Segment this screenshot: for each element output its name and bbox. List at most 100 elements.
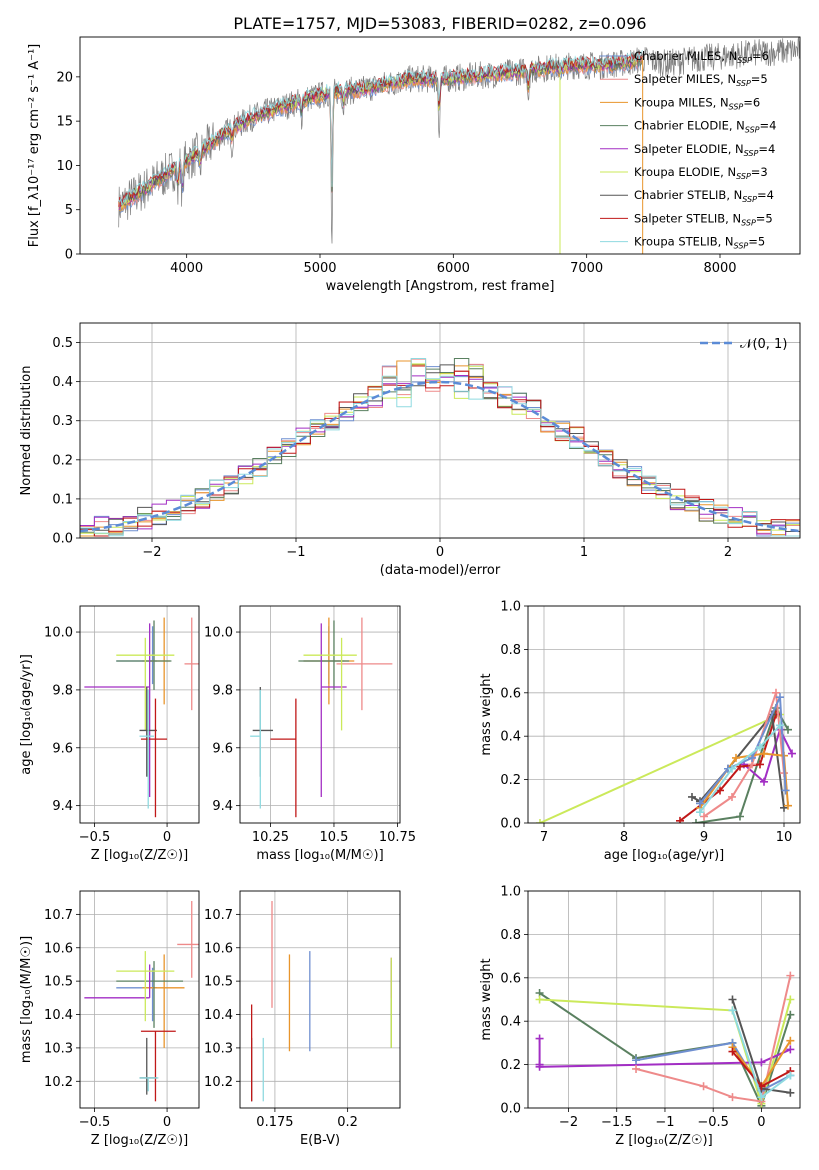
y-tick-label: 10.4 [44,1008,73,1023]
spectrum-panel: 4000 5000 6000 7000 8000 0 5 10 15 20 wavelength [… [27,36,801,294]
axes-frame [239,605,401,824]
legend-label-sub: SSP [736,79,751,88]
weight-marker-chabrier-miles [781,786,790,795]
legend-label-text: Chabrier ELODIE, N [634,119,745,133]
x-axis-label: Z [log₁₀(Z/Z☉)] [91,1133,188,1148]
weight-marker-salpeter-miles [772,688,780,697]
x-tick-label: 0 [163,830,171,845]
legend-label-tail: =4 [757,188,774,202]
x-axis-label: mass [log₁₀(M/M☉)] [256,848,383,863]
y-tick-label: 5 [65,203,73,218]
y-tick-label: 10.4 [204,1008,233,1023]
plot-area [84,617,199,818]
x-tick-label: −1 [655,1115,674,1130]
x-tick-label: 0 [163,1115,171,1130]
y-axis-label: age [log₁₀(age/yr)] [19,654,34,775]
weight-marker-salpeter-miles [632,1064,641,1073]
y-tick-label: 9.4 [52,799,73,814]
legend-label: 𝒩(0, 1) [740,337,787,352]
axes-frame [79,36,801,255]
y-tick-label: 0.5 [52,336,73,351]
y-tick-label: 1.0 [500,885,521,900]
figure-title: PLATE=1757, MJD=53083, FIBERID=0282, z=0… [233,14,646,33]
y-tick-label: 10.6 [204,941,233,956]
weight-vs-z-panel: −2 −1.5 −1 −0.5 0 0.0 0.2 0.4 0.6 0.8 1.0 Z [log₁₀(… [479,885,801,1148]
x-tick-label: 6000 [437,261,470,276]
observed-spectrum-line [118,37,800,244]
x-axis-label: E(B-V) [300,1133,340,1148]
y-axis-label: mass weight [479,673,494,755]
weight-marker-kroupa-stelib [776,721,784,730]
x-tick-label: 10 [776,830,793,845]
y-tick-label: 0.3 [52,414,73,429]
plot-area [84,901,199,1102]
mass-vs-ebv-panel: 0.175 0.2 10.2 10.3 10.4 10.5 10.6 10.7 E(B-V) [204,890,401,1148]
age-vs-mass-panel: 10.25 10.5 10.75 9.4 9.6 9.8 10.0 mass [log₁₀(M… [204,605,416,863]
weight-marker-kroupa-stelib [728,1006,737,1015]
weight-marker-salpeter-miles [728,792,736,801]
y-tick-label: 9.6 [52,741,73,756]
legend-label-sub: SSP [737,56,752,65]
y-tick-label: 10.2 [204,1075,233,1090]
x-tick-label: 0.2 [337,1115,358,1130]
y-axis-label: Normed distribution [19,366,34,496]
legend-label-tail: =5 [756,211,773,225]
weight-marker-kroupa-elodie [535,995,544,1004]
y-tick-label: 10.6 [44,941,73,956]
histogram-step-kroupa-stelib [80,358,800,538]
axes-frame [79,890,200,1109]
x-tick-label: −2 [559,1115,578,1130]
weight-marker-chabrier-miles [632,1056,641,1065]
y-tick-label: 0.2 [500,1058,521,1073]
legend-label-text: Chabrier STELIB, N [634,188,742,202]
x-tick-label: −0.5 [697,1115,729,1130]
legend-label: Salpeter MILES, NSSP=5 [634,72,768,88]
legend-label-sub: SSP [745,126,760,135]
x-tick-label: 9 [700,830,708,845]
weight-marker-chabrier-stelib [786,1088,795,1097]
residual-histogram-panel: −2 −1 0 1 2 0.0 0.1 0.2 0.3 0.4 0.5 (data-model)/er… [19,322,801,578]
legend-label: Chabrier STELIB, NSSP=4 [634,188,774,204]
legend-label-sub: SSP [729,102,744,111]
y-tick-label: 10.0 [204,626,233,641]
legend-label-tail: =6 [752,49,769,63]
weight-marker-salpeter-miles [786,971,795,980]
weight-marker-salpeter-stelib [728,1047,737,1056]
weight-marker-salpeter-elodie [535,1034,544,1043]
y-tick-label: 0.1 [52,492,73,507]
weight-marker-salpeter-elodie [757,1058,766,1067]
legend-label-sub: SSP [736,172,751,181]
legend-label: Salpeter STELIB, NSSP=5 [634,211,773,227]
weight-marker-salpeter-elodie [786,1045,795,1054]
weight-marker-salpeter-stelib [756,760,764,769]
y-tick-label: 10.5 [44,975,73,990]
x-tick-label: 10.5 [319,830,348,845]
x-tick-label: 8 [620,830,628,845]
y-tick-label: 0.4 [500,730,521,745]
weight-marker-chabrier-stelib [688,792,696,801]
legend-label-tail: =4 [760,119,777,133]
model-spectrum-salpeter-elodie [118,55,643,210]
axes-frame [527,605,801,824]
model-spectrum-chabrier-elodie [118,55,643,209]
legend-label: Salpeter ELODIE, NSSP=4 [634,142,775,158]
x-axis-label: age [log₁₀(age/yr)] [604,848,725,863]
x-axis-label: Z [log₁₀(Z/Z☉)] [91,848,188,863]
weight-line-kroupa-stelib [699,724,781,813]
y-tick-label: 10.7 [44,908,73,923]
axes-frame [79,322,801,539]
weight-marker-salpeter-stelib [716,786,724,795]
normal-distribution-curve [80,380,800,533]
legend-label-text: Kroupa MILES, N [634,95,729,109]
legend-label-tail: =5 [748,235,765,249]
weight-marker-salpeter-elodie [535,1062,544,1071]
weight-marker-chabrier-stelib [728,995,737,1004]
histogram-step-salpeter-stelib [80,365,800,538]
x-tick-label: 0.175 [256,1115,293,1130]
x-tick-label: 10.75 [379,830,416,845]
weight-marker-kroupa-stelib [757,1093,766,1102]
weight-marker-kroupa-stelib [696,808,704,817]
x-axis-label: Z [log₁₀(Z/Z☉)] [615,1133,712,1148]
